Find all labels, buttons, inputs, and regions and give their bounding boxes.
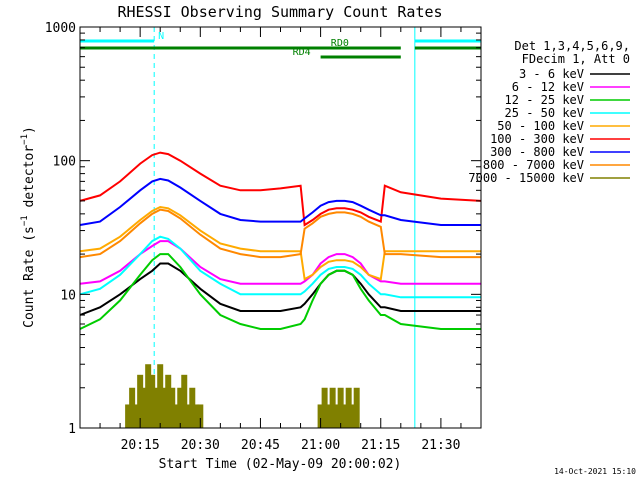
y-axis-label-exp1: −1 <box>20 215 30 226</box>
legend-label-8: 7000 - 15000 keV <box>468 171 584 185</box>
state-bar-label-n: N <box>158 31 164 42</box>
series-8-bar-2 <box>133 404 140 428</box>
x-tick-label-3: 21:00 <box>301 438 340 453</box>
series-5-line <box>79 151 482 227</box>
series-8-bar-23 <box>333 404 340 428</box>
series-8-bar-17 <box>193 404 200 428</box>
series-8-bar-3 <box>137 374 144 428</box>
series-1-line <box>79 240 481 285</box>
series-8-bar-11 <box>169 387 176 428</box>
series-0-line <box>79 262 481 316</box>
series-8-bar-22 <box>329 387 336 428</box>
series-8-bar-27 <box>349 404 356 428</box>
series-8-bar-24 <box>337 387 344 428</box>
x-tick-label-0: 20:15 <box>121 438 160 453</box>
y-tick-label-2: 100 <box>53 155 76 170</box>
x-axis-label: Start Time (02-May-09 20:00:02) <box>159 457 402 472</box>
y-tick-label-0: 1 <box>68 422 76 437</box>
series-8-bar-18 <box>197 404 204 428</box>
series-8-bar-12 <box>173 404 180 428</box>
x-tick-label-1: 20:30 <box>181 438 220 453</box>
y-axis-label-mid: detector <box>22 145 37 216</box>
axes: 1 10 100 1000 20:15 20:30 20:45 21:00 21:15 21:30 <box>45 21 482 453</box>
state-bar-label-rd4: RD4 <box>293 47 311 58</box>
series-8-bar-28 <box>353 387 360 428</box>
legend-header-2: FDecim 1, Att 0 <box>522 52 630 66</box>
x-tick-label-5: 21:30 <box>421 438 460 453</box>
series-8-bar-0 <box>125 404 132 428</box>
legend-label-3: 25 - 50 keV <box>505 106 584 120</box>
y-axis-label-suffix: ) <box>22 126 37 134</box>
series-8-bar-8 <box>157 364 164 428</box>
plot-frame <box>79 26 482 429</box>
legend-label-1: 6 - 12 keV <box>512 80 584 94</box>
series-8-bar-10 <box>165 374 172 428</box>
series-8-bar-5 <box>145 364 152 428</box>
legend-label-7: 800 - 7000 keV <box>483 158 584 172</box>
x-tick-label-2: 20:45 <box>241 438 280 453</box>
series-8-bar-6 <box>149 374 156 428</box>
series-8-bar-13 <box>177 387 184 428</box>
legend: Det 1,3,4,5,6,9, FDecim 1, Att 0 3 - 6 k… <box>468 39 630 185</box>
y-axis-label-prefix: Count Rate (s <box>22 226 37 328</box>
series-8-bar-21 <box>325 404 332 428</box>
x-tick-label-4: 21:15 <box>361 438 400 453</box>
y-tick-label-1: 10 <box>60 288 76 303</box>
series-8-bar-20 <box>321 387 328 428</box>
y-tick-label-3: 1000 <box>45 21 76 36</box>
chart-title: RHESSI Observing Summary Count Rates <box>117 3 442 21</box>
series-8-bar-19 <box>317 404 324 428</box>
series-8-bar-14 <box>181 374 188 428</box>
series-8-bar-15 <box>185 404 192 428</box>
series-4-line <box>79 205 481 281</box>
plot-area: N RD0 RD4 <box>79 27 482 428</box>
state-bar-label-rd0: RD0 <box>331 38 349 49</box>
series-8-bar-26 <box>345 387 352 428</box>
series-2-line <box>79 253 481 330</box>
series-8-bar-16 <box>189 387 196 428</box>
legend-label-4: 50 - 100 keV <box>497 119 584 133</box>
series-3-line <box>79 235 481 299</box>
legend-header-1: Det 1,3,4,5,6,9, <box>514 39 630 53</box>
y-axis-label: Count Rate (s−1 detector−1) <box>20 126 37 328</box>
series-8-bar-7 <box>153 387 160 428</box>
series-8-bar-1 <box>129 387 136 428</box>
legend-label-6: 300 - 800 keV <box>490 145 584 159</box>
legend-label-5: 100 - 300 keV <box>490 132 584 146</box>
series-8-bar-4 <box>141 387 148 428</box>
series-7-line <box>79 208 481 259</box>
legend-label-0: 3 - 6 keV <box>519 67 584 81</box>
legend-label-2: 12 - 25 keV <box>505 93 584 107</box>
series-8-bar-9 <box>161 387 168 428</box>
y-axis-label-exp2: −1 <box>20 134 30 145</box>
series-6-line <box>79 177 481 226</box>
footer-timestamp: 14-Oct-2021 15:10 <box>554 467 636 476</box>
series-8-bar-25 <box>341 404 348 428</box>
